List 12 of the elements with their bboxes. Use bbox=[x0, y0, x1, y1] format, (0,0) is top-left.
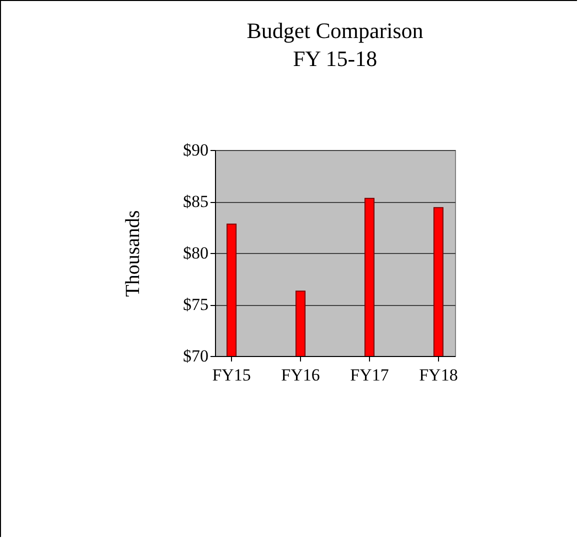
y-tick-label: $70 bbox=[183, 346, 208, 366]
x-tick-label: FY18 bbox=[419, 366, 458, 384]
text: Budget Comparison bbox=[246, 18, 424, 43]
x-tick-label: FY17 bbox=[350, 366, 390, 384]
y-tick-label: $75 bbox=[183, 295, 208, 314]
x-tick-label: FY15 bbox=[212, 366, 251, 384]
x-tick-label: FY16 bbox=[281, 366, 320, 384]
y-tick-label: $80 bbox=[183, 244, 208, 262]
y-tick-label: $85 bbox=[183, 192, 208, 211]
y-axis-title: Thousands bbox=[122, 210, 144, 297]
y-tick-label: $90 bbox=[183, 140, 208, 160]
text: FY 15-18 bbox=[292, 46, 378, 71]
